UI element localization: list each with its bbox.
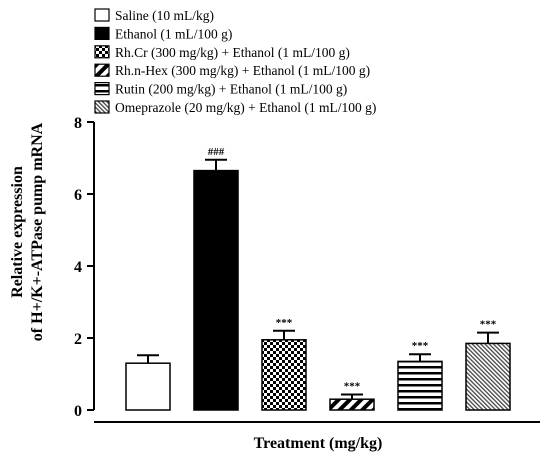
y-tick-label-0: 0 [74,403,82,420]
legend-label-4: Rutin (200 mg/kg) + Ethanol (1 mL/100 g) [115,82,347,97]
bar-0 [125,362,171,411]
legend-label-3: Rh.n-Hex (300 mg/kg) + Ethanol (1 mL/100… [115,63,370,78]
legend-swatch-4 [94,81,110,96]
y-tick-label-4: 8 [74,115,82,132]
legend-swatch-2 [94,45,110,59]
y-tick-label-2: 4 [74,259,82,276]
legend-swatch-3 [94,63,110,77]
significance-label-1: ### [208,146,225,158]
x-axis-title: Treatment (mg/kg) [254,435,383,452]
y-axis: 0 2 4 6 8 [74,115,95,420]
significance-label-4: *** [412,340,429,352]
legend: Saline (10 mL/kg) Ethanol (1 mL/100 g) Rh.… [94,8,376,115]
bar-4 [397,360,443,411]
legend-label-5: Omeprazole (20 mg/kg) + Ethanol (1 mL/10… [115,100,376,115]
legend-label-2: Rh.Cr (300 mg/kg) + Ethanol (1 mL/100 g) [115,45,350,60]
bar-5 [465,342,511,411]
legend-label-0: Saline (10 mL/kg) [115,8,214,23]
legend-swatch-0 [94,8,110,22]
legend-swatch-1 [94,26,110,40]
legend-swatch-5 [94,100,110,114]
significance-label-2: *** [276,317,293,329]
significance-label-5: *** [480,319,497,331]
bar-3 [329,398,375,411]
y-tick-label-1: 2 [74,331,82,348]
legend-label-1: Ethanol (1 mL/100 g) [115,26,232,41]
bar-1 [193,169,239,411]
bar-2 [261,339,307,411]
y-axis-title-line2: of H+/K+-ATPase pump mRNA [29,122,46,341]
y-axis-title-line1: Relative expression [9,166,26,298]
significance-label-3: *** [344,381,361,393]
y-tick-label-3: 6 [74,187,82,204]
bars: ### *** *** *** *** [125,146,511,411]
